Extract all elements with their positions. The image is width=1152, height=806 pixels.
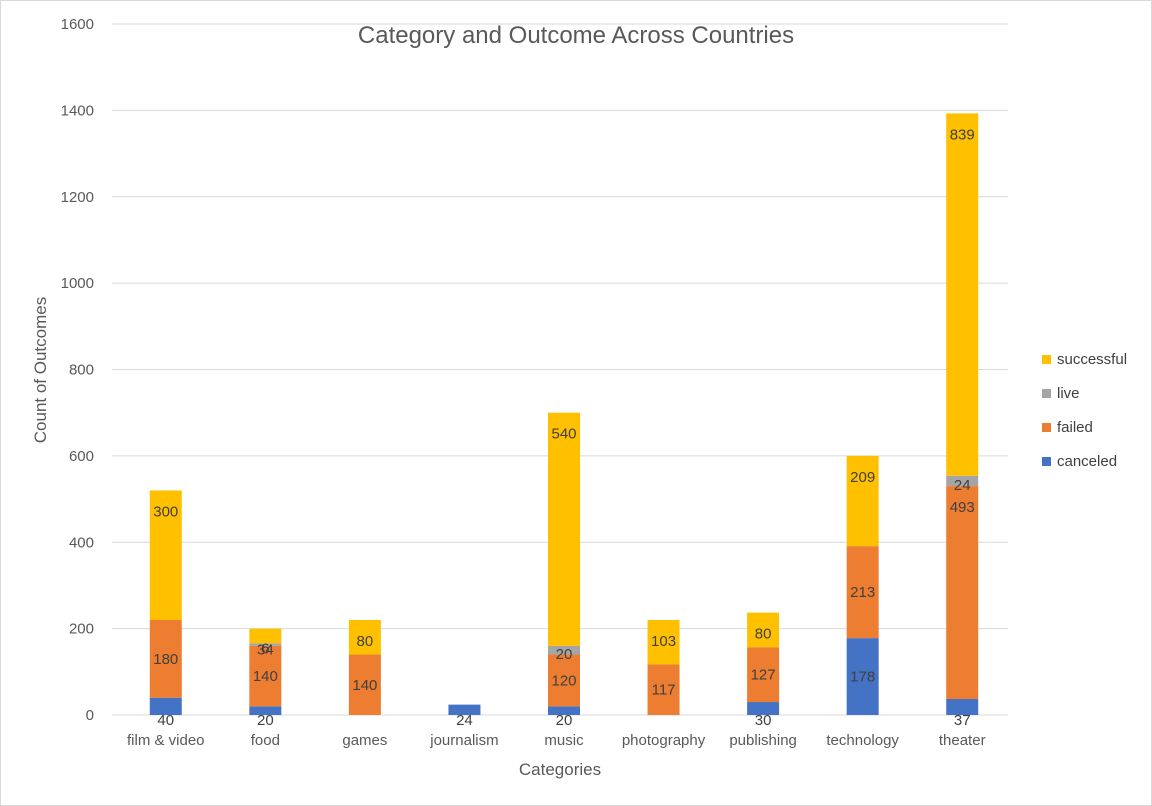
legend-swatch xyxy=(1042,388,1051,398)
data-label: 24 xyxy=(954,477,971,494)
x-tick-label: journalism xyxy=(429,732,498,749)
bar-live xyxy=(946,475,979,487)
data-label: 30 xyxy=(755,712,772,729)
x-tick-label: photography xyxy=(622,732,706,749)
data-label: 37 xyxy=(954,712,971,729)
x-tick-label: publishing xyxy=(729,732,797,749)
x-axis-title: Categories xyxy=(519,760,601,779)
data-label: 80 xyxy=(357,633,374,650)
data-label: 140 xyxy=(253,668,278,685)
y-tick-label: 1600 xyxy=(61,16,94,33)
x-tick-label: theater xyxy=(939,732,986,749)
data-label: 209 xyxy=(850,469,875,486)
y-tick-label: 1200 xyxy=(61,189,94,206)
data-label: 20 xyxy=(257,712,274,729)
bar-successful xyxy=(149,490,182,620)
y-tick-label: 0 xyxy=(86,707,94,724)
legend-label: successful xyxy=(1057,350,1128,368)
data-label: 140 xyxy=(352,677,377,694)
y-tick-label: 400 xyxy=(69,534,94,551)
bar-successful xyxy=(249,628,282,644)
bar-live xyxy=(249,643,282,646)
y-tick-label: 200 xyxy=(69,621,94,638)
bar-canceled xyxy=(946,699,979,715)
y-tick-label: 600 xyxy=(69,448,94,465)
data-label: 213 xyxy=(850,584,875,601)
chart-title: Category and Outcome Across Countries xyxy=(357,22,795,49)
y-tick-label: 800 xyxy=(69,362,94,379)
bar-failed xyxy=(348,654,381,715)
data-label: 20 xyxy=(556,712,573,729)
bar-successful xyxy=(348,619,381,655)
legend-swatch xyxy=(1042,456,1051,466)
bar-failed xyxy=(548,654,580,707)
data-label: 80 xyxy=(755,626,772,643)
legend-item-canceled: canceled xyxy=(1042,444,1127,478)
x-tick-label: games xyxy=(342,732,387,749)
bar-failed xyxy=(846,546,879,639)
bar-canceled xyxy=(548,706,580,715)
bar-successful xyxy=(647,619,680,665)
bar-live xyxy=(548,645,580,655)
y-axis-title: Count of Outcomes xyxy=(31,297,50,443)
data-label: 20 xyxy=(556,646,573,663)
bar-failed xyxy=(747,647,780,703)
bar-failed xyxy=(946,486,979,700)
bar-successful xyxy=(747,612,780,648)
bar-canceled xyxy=(846,638,879,715)
data-label: 178 xyxy=(850,669,875,686)
legend-label: failed xyxy=(1057,418,1093,436)
data-label: 493 xyxy=(950,499,975,516)
x-tick-label: music xyxy=(544,732,584,749)
bar-successful xyxy=(846,455,879,547)
data-label: 40 xyxy=(157,712,174,729)
bar-canceled xyxy=(149,697,182,715)
bar-failed xyxy=(149,619,182,698)
data-label: 300 xyxy=(153,503,178,520)
data-label: 540 xyxy=(551,426,576,443)
bar-canceled xyxy=(448,704,481,715)
data-label: 24 xyxy=(456,712,473,729)
legend-item-live: live xyxy=(1042,376,1127,410)
legend-swatch xyxy=(1042,422,1051,432)
x-tick-label: film & video xyxy=(127,732,205,749)
legend-swatch xyxy=(1042,354,1051,364)
x-tick-label: food xyxy=(251,732,280,749)
x-tick-label: technology xyxy=(826,732,899,749)
data-label: 117 xyxy=(652,682,676,699)
bar-successful xyxy=(548,412,580,646)
y-tick-label: 1000 xyxy=(61,275,94,292)
data-label: 127 xyxy=(751,667,776,684)
chart-legend: successful live failed canceled xyxy=(1042,342,1127,478)
legend-label: canceled xyxy=(1057,452,1118,470)
bar-failed xyxy=(647,664,680,715)
y-tick-label: 1400 xyxy=(61,102,94,119)
data-label: 120 xyxy=(551,672,576,689)
legend-item-successful: successful xyxy=(1042,342,1127,376)
bar-successful xyxy=(946,113,979,476)
data-label: 180 xyxy=(153,651,178,668)
bar-canceled xyxy=(747,702,780,715)
data-label: 6 xyxy=(261,641,269,658)
data-label: 839 xyxy=(950,126,975,143)
bar-canceled xyxy=(249,706,282,715)
legend-label: live xyxy=(1057,384,1080,402)
legend-item-failed: failed xyxy=(1042,410,1127,444)
data-label: 103 xyxy=(651,633,676,650)
bar-failed xyxy=(249,645,282,707)
data-label: 34 xyxy=(257,642,274,659)
